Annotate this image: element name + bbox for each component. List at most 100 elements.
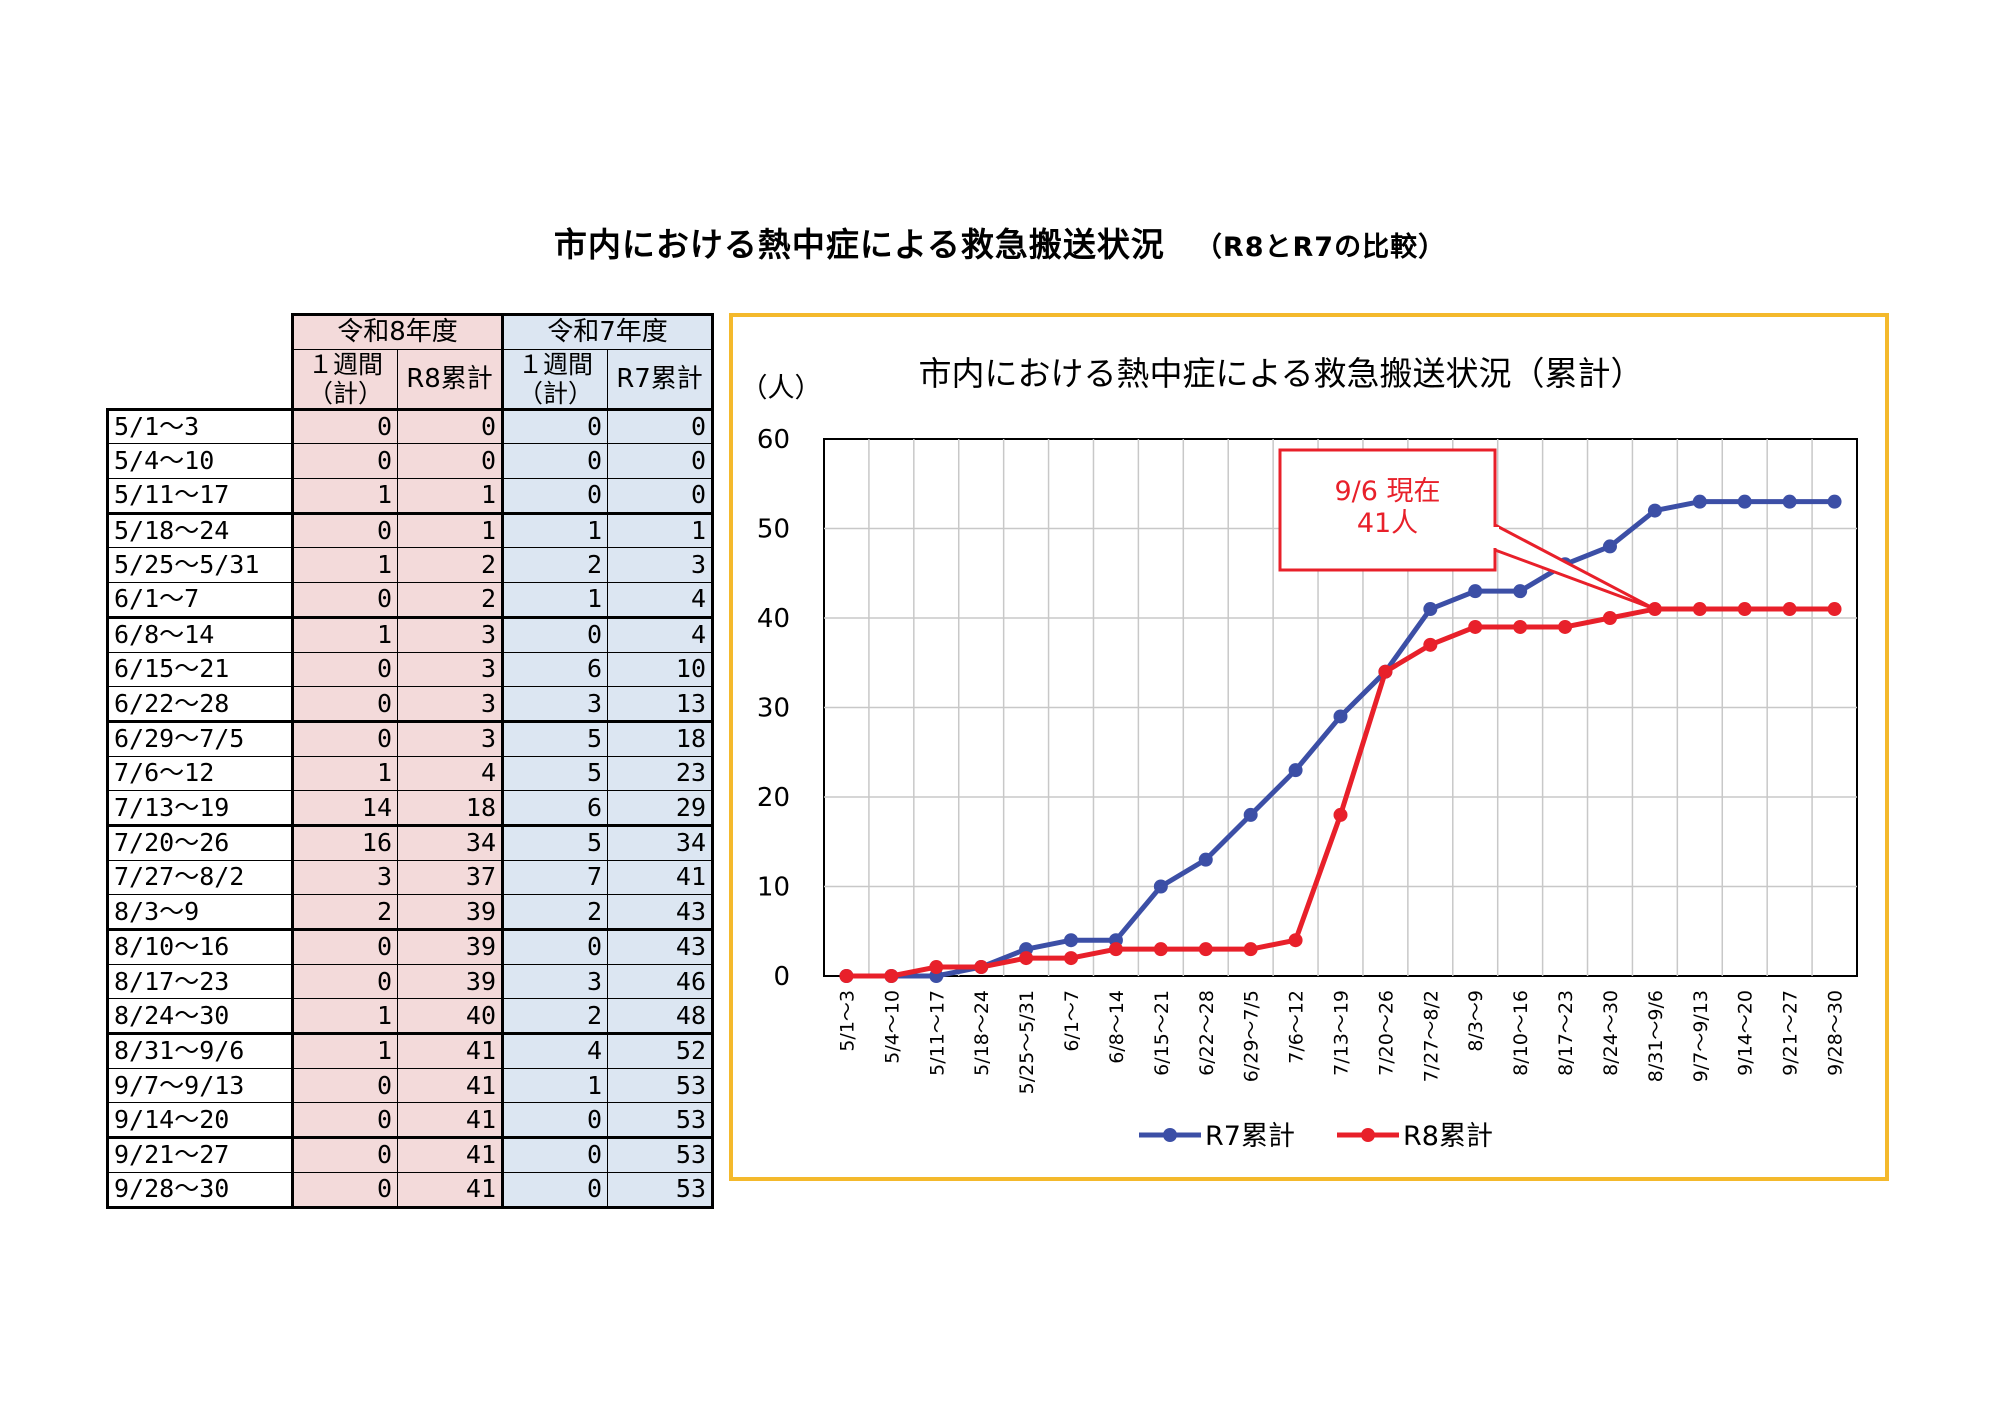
r8-weekly-cell: 0	[291, 407, 398, 445]
r7-weekly-cell: 0	[502, 1136, 608, 1173]
row-label: 8/31～9/6	[106, 1032, 293, 1069]
r8-cumulative-cell: 2	[397, 582, 504, 618]
data-point	[929, 960, 944, 975]
data-point	[1468, 619, 1483, 634]
r7-cumulative-cell: 4	[607, 615, 714, 653]
r7-cumulative-cell: 53	[607, 1102, 714, 1139]
group-header-r8: 令和8年度	[291, 313, 504, 350]
r7-weekly-cell: 5	[502, 823, 608, 861]
x-tick-label: 8/17～23	[1555, 990, 1577, 1076]
r7-cumulative-cell: 34	[607, 823, 714, 861]
data-point	[1602, 539, 1617, 554]
r8-weekly-cell: 0	[291, 1171, 398, 1209]
x-tick-label: 5/18～24	[971, 990, 993, 1076]
chart-title: 市内における熱中症による救急搬送状況（累計）	[918, 354, 1643, 393]
table-row: 8/24～30 1 40 2 48	[106, 998, 714, 1035]
x-tick-label: 9/28～30	[1825, 990, 1847, 1076]
row-label: 5/1～3	[106, 407, 293, 445]
table-row: 5/11～17 1 1 0 0	[106, 478, 714, 514]
data-point	[1243, 807, 1258, 822]
data-point	[1827, 494, 1842, 509]
r7-weekly-cell: 4	[502, 1032, 608, 1069]
r7-weekly-cell: 3	[502, 963, 608, 1000]
data-point	[1692, 494, 1707, 509]
r8-cumulative-cell: 41	[397, 1171, 504, 1209]
r8-weekly-cell: 1	[291, 998, 398, 1035]
series-r8	[839, 602, 1842, 983]
r7-cumulative-cell: 23	[607, 755, 714, 792]
r7-cumulative-cell: 53	[607, 1136, 714, 1173]
r7-cumulative-cell: 52	[607, 1032, 714, 1069]
y-tick-label: 20	[757, 783, 790, 813]
table-corner	[108, 315, 293, 350]
x-tick-label: 8/31～9/6	[1645, 990, 1667, 1082]
r7-cumulative-cell: 18	[607, 719, 714, 757]
col-header-r7-weekly: １週間（計）	[502, 348, 608, 410]
r7-weekly-cell: 0	[502, 928, 608, 965]
x-tick-label: 6/1～7	[1061, 990, 1083, 1052]
x-tick-label: 9/7～9/13	[1690, 990, 1712, 1082]
row-label: 9/7～9/13	[106, 1067, 293, 1104]
legend: R7累計 R8累計	[1139, 1121, 1493, 1152]
r8-cumulative-cell: 0	[397, 443, 504, 480]
data-point	[1558, 619, 1573, 634]
r8-weekly-cell: 0	[291, 963, 398, 1000]
x-tick-label: 5/25～5/31	[1016, 990, 1038, 1094]
row-label: 9/14～20	[106, 1102, 293, 1139]
x-tick-label: 5/1～3	[836, 990, 858, 1052]
row-label: 9/21～27	[106, 1136, 293, 1173]
data-point	[1198, 942, 1213, 957]
data-point	[1737, 494, 1752, 509]
chart-frame: 市内における熱中症による救急搬送状況（累計） （人） 0 10 20 30 40 50 60…	[729, 313, 1889, 1181]
row-label: 6/15～21	[106, 651, 293, 688]
data-point	[1198, 852, 1213, 867]
data-point	[1153, 942, 1168, 957]
r7-weekly-cell: 1	[502, 582, 608, 618]
table-row: 6/1～7 0 2 1 4	[106, 582, 714, 618]
page-title: 市内における熱中症による救急搬送状況 （R8とR7の比較）	[0, 218, 2000, 266]
data-point	[1827, 602, 1842, 617]
r7-weekly-cell: 7	[502, 859, 608, 896]
row-label: 6/8～14	[106, 615, 293, 653]
row-label: 7/6～12	[106, 755, 293, 792]
r8-cumulative-cell: 40	[397, 998, 504, 1035]
r7-weekly-cell: 2	[502, 894, 608, 930]
table-row: 6/22～28 0 3 3 13	[106, 686, 714, 722]
r8-cumulative-cell: 3	[397, 615, 504, 653]
row-label: 7/13～19	[106, 790, 293, 826]
r8-cumulative-cell: 18	[397, 790, 504, 826]
x-tick-label: 7/27～8/2	[1420, 990, 1442, 1082]
r7-cumulative-cell: 43	[607, 928, 714, 965]
data-point	[1378, 664, 1393, 679]
y-tick-label: 30	[757, 694, 790, 724]
table-row: 8/3～9 2 39 2 43	[106, 894, 714, 930]
r7-cumulative-cell: 3	[607, 547, 714, 584]
table-group-header-row: 令和8年度 令和7年度	[108, 313, 714, 350]
r7-cumulative-cell: 48	[607, 998, 714, 1035]
table-row: 8/10～16 0 39 0 43	[106, 928, 714, 965]
annotation-text-line: 9/6 現在	[1334, 476, 1440, 507]
r8-weekly-cell: 14	[291, 790, 398, 826]
r8-weekly-cell: 0	[291, 1136, 398, 1173]
row-label: 5/11～17	[106, 478, 293, 514]
y-tick-label: 40	[757, 604, 790, 634]
r7-weekly-cell: 5	[502, 719, 608, 757]
table-row: 6/8～14 1 3 0 4	[106, 615, 714, 653]
data-point	[1333, 807, 1348, 822]
r8-weekly-cell: 0	[291, 511, 398, 549]
table-column-header-row: １週間（計） R8累計 １週間（計） R7累計	[108, 348, 714, 410]
data-point	[1513, 584, 1528, 599]
table-row: 8/31～9/6 1 41 4 52	[106, 1032, 714, 1069]
x-tick-label: 7/13～19	[1331, 990, 1353, 1076]
data-point	[1243, 942, 1258, 957]
r8-cumulative-cell: 34	[397, 823, 504, 861]
table-row: 8/17～23 0 39 3 46	[106, 963, 714, 1000]
r8-cumulative-cell: 0	[397, 407, 504, 445]
r8-weekly-cell: 16	[291, 823, 398, 861]
r8-weekly-cell: 0	[291, 1067, 398, 1104]
legend-swatch-marker	[1163, 1128, 1177, 1142]
page-subtitle: （R8とR7の比較）	[1194, 232, 1447, 263]
y-axis-unit-label: （人）	[741, 373, 822, 404]
r8-cumulative-cell: 39	[397, 928, 504, 965]
r8-cumulative-cell: 39	[397, 894, 504, 930]
